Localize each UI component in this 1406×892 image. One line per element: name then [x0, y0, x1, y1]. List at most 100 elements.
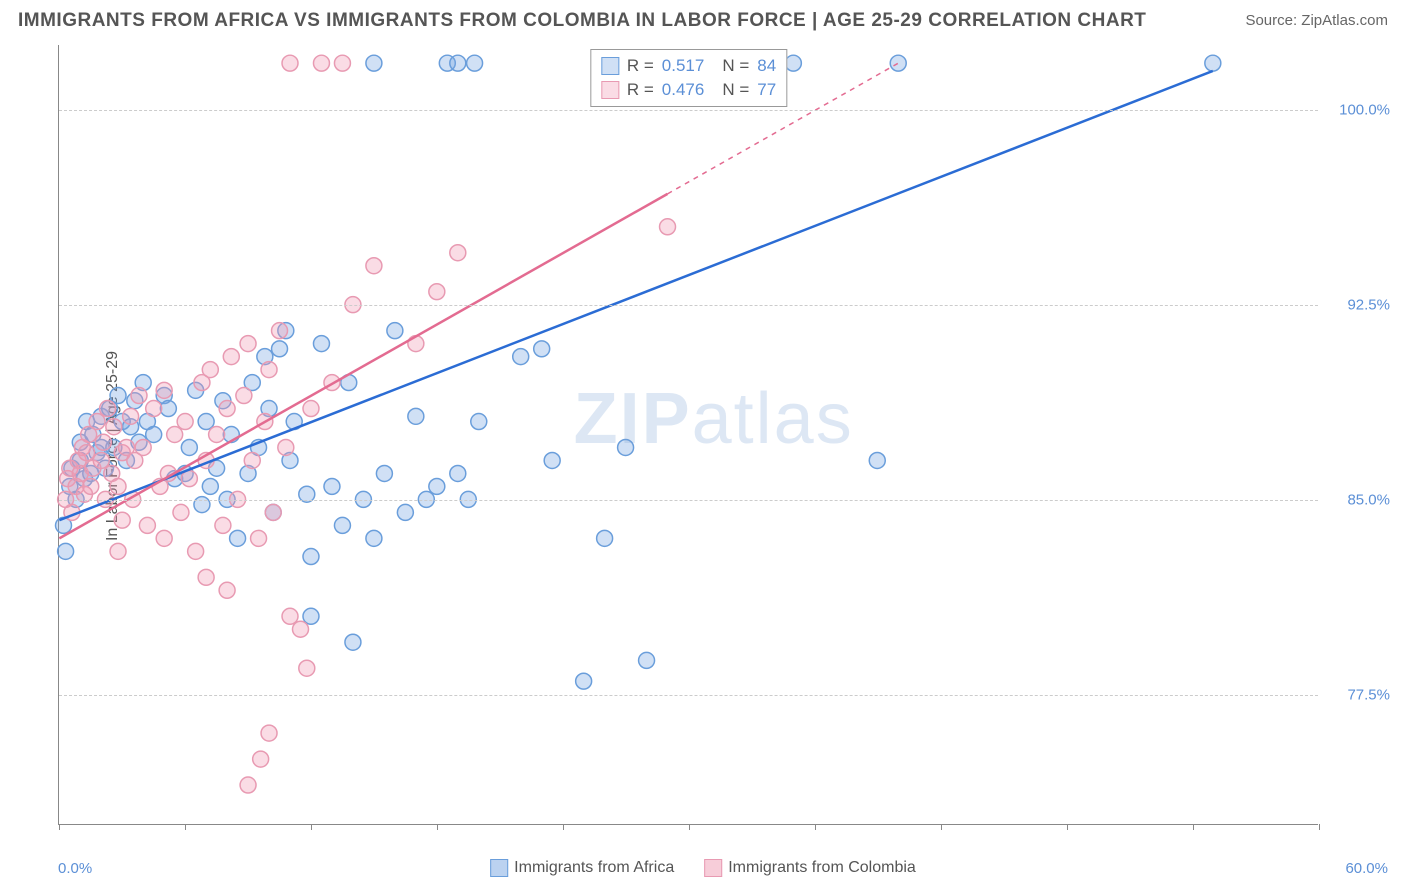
data-point	[376, 465, 392, 481]
data-point	[89, 414, 105, 430]
data-point	[639, 652, 655, 668]
data-point	[293, 621, 309, 637]
data-point	[58, 543, 74, 559]
data-point	[167, 427, 183, 443]
legend-label: Immigrants from Colombia	[728, 859, 916, 877]
x-tick	[185, 824, 186, 830]
data-point	[114, 512, 130, 528]
data-point	[303, 608, 319, 624]
data-point	[93, 452, 109, 468]
data-point	[265, 504, 281, 520]
data-point	[110, 388, 126, 404]
data-point	[450, 245, 466, 261]
y-tick-label: 85.0%	[1347, 492, 1390, 509]
x-tick	[563, 824, 564, 830]
data-point	[282, 55, 298, 71]
data-point	[198, 569, 214, 585]
trend-line	[59, 194, 667, 539]
data-point	[181, 439, 197, 455]
data-point	[429, 478, 445, 494]
data-point	[313, 336, 329, 352]
x-axis-max-label: 60.0%	[1345, 860, 1388, 877]
data-point	[597, 530, 613, 546]
data-point	[110, 543, 126, 559]
data-point	[79, 445, 95, 461]
data-point	[408, 336, 424, 352]
legend-label: Immigrants from Africa	[514, 859, 674, 877]
legend-swatch	[704, 859, 722, 877]
data-point	[387, 323, 403, 339]
x-tick	[941, 824, 942, 830]
x-axis-min-label: 0.0%	[58, 860, 92, 877]
data-point	[160, 401, 176, 417]
data-point	[278, 439, 294, 455]
data-point	[869, 452, 885, 468]
data-point	[324, 478, 340, 494]
data-point	[576, 673, 592, 689]
data-point	[219, 401, 235, 417]
data-point	[209, 427, 225, 443]
data-point	[366, 258, 382, 274]
x-tick	[689, 824, 690, 830]
x-tick	[1193, 824, 1194, 830]
data-point	[534, 341, 550, 357]
data-point	[450, 465, 466, 481]
data-point	[83, 478, 99, 494]
data-point	[223, 349, 239, 365]
data-point	[513, 349, 529, 365]
data-point	[660, 219, 676, 235]
data-point	[219, 582, 235, 598]
data-point	[272, 341, 288, 357]
data-point	[1205, 55, 1221, 71]
data-point	[251, 530, 267, 546]
data-point	[272, 323, 288, 339]
data-point	[408, 408, 424, 424]
plot-area: ZIPatlas R =0.517N =84R =0.476N =77 77.5…	[58, 45, 1318, 825]
y-tick-label: 100.0%	[1339, 102, 1390, 119]
data-point	[450, 55, 466, 71]
source-attribution: Source: ZipAtlas.com	[1245, 12, 1388, 29]
data-point	[244, 452, 260, 468]
legend-swatch	[490, 859, 508, 877]
data-point	[240, 336, 256, 352]
legend-bottom: Immigrants from Africa Immigrants from Co…	[490, 859, 916, 877]
data-point	[135, 439, 151, 455]
data-point	[177, 414, 193, 430]
gridline	[59, 110, 1318, 111]
chart-title: IMMIGRANTS FROM AFRICA VS IMMIGRANTS FRO…	[18, 10, 1146, 32]
data-point	[282, 608, 298, 624]
data-point	[240, 777, 256, 793]
data-point	[106, 419, 122, 435]
data-point	[110, 478, 126, 494]
data-point	[429, 284, 445, 300]
data-point	[261, 362, 277, 378]
chart-container: IMMIGRANTS FROM AFRICA VS IMMIGRANTS FRO…	[0, 0, 1406, 892]
data-point	[397, 504, 413, 520]
data-point	[467, 55, 483, 71]
data-point	[299, 660, 315, 676]
data-point	[230, 530, 246, 546]
data-point	[198, 414, 214, 430]
x-tick	[1067, 824, 1068, 830]
data-point	[156, 530, 172, 546]
y-tick-label: 92.5%	[1347, 297, 1390, 314]
data-point	[100, 401, 116, 417]
x-tick	[311, 824, 312, 830]
data-point	[366, 55, 382, 71]
data-point	[313, 55, 329, 71]
x-tick	[815, 824, 816, 830]
data-point	[95, 434, 111, 450]
data-point	[202, 478, 218, 494]
data-point	[618, 439, 634, 455]
gridline	[59, 305, 1318, 306]
legend-item: Immigrants from Africa	[490, 859, 674, 877]
data-point	[156, 382, 172, 398]
correlation-row: R =0.476N =77	[601, 78, 776, 102]
data-point	[253, 751, 269, 767]
legend-item: Immigrants from Colombia	[704, 859, 916, 877]
gridline	[59, 695, 1318, 696]
data-point	[303, 401, 319, 417]
data-point	[334, 55, 350, 71]
data-point	[131, 388, 147, 404]
correlation-row: R =0.517N =84	[601, 54, 776, 78]
